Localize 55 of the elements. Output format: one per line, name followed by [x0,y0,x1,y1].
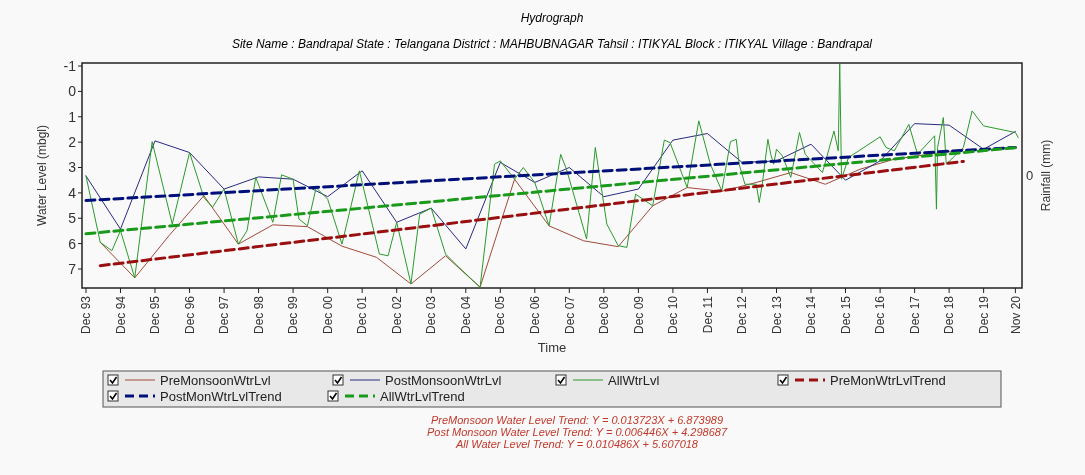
x-axis-title: Time [537,340,567,355]
x-tick-label: Dec 10 [666,295,681,335]
text: All Water Level Trend: Y = 0.010486X + 5.607018 [455,438,699,450]
legend-label: PostMonWtrLvlTrend [160,388,282,404]
chart-subtitle: Site Name : Bandrapal State : Telangana District : MAHBUBNAGAR Tahsil : ITIKYAL Block : ITIKYAL Village : Bandrapal [231,37,873,51]
x-tick-label: Dec 97 [217,295,232,335]
x-tick-label: Dec 19 [976,295,991,335]
y-axis-title: Water Level (mbgl) [35,125,49,226]
x-tick-label: Dec 98 [251,295,266,335]
y-tick-label: 1 [68,108,77,125]
x-tick-label: Dec 01 [355,295,370,335]
x-tick-label: Dec 96 [182,295,197,335]
x-tick-label: Dec 18 [942,295,957,335]
y-tick-label: -1 [63,57,77,74]
x-tick-label: Dec 09 [631,295,646,335]
x-tick-label: Dec 14 [804,295,819,335]
y-tick-label: 2 [68,134,77,151]
line-series [85,123,1016,250]
x-tick-label: Dec 04 [458,295,473,335]
text: 0 [1026,168,1034,184]
x-tick-label: Nov 20 [1008,295,1023,335]
y-tick-label: 4 [68,184,77,201]
x-tick-label: Dec 94 [113,295,128,335]
y-tick-label: 7 [68,260,77,277]
x-tick-label: Dec 03 [424,295,439,335]
line-series [85,63,1019,288]
x-tick-label: Dec 07 [562,295,577,335]
text: Post Monsoon Water Level Trend: Y = 0.006446X + 4.298687 [426,426,728,438]
y-tick-label: 3 [68,159,77,176]
x-tick-label: Dec 95 [148,295,163,335]
line-series [99,148,964,288]
x-tick-label: Dec 02 [389,295,404,335]
x-tick-label: Dec 08 [597,295,612,335]
legend-label: PreMonsoonWtrLvl [160,372,271,388]
y-tick-label: 6 [68,235,77,252]
chart-title: Hydrograph [520,11,584,25]
x-tick-label: Dec 05 [493,295,508,335]
x-tick-label: Dec 17 [907,295,922,335]
x-tick-label: Dec 16 [873,295,888,335]
x-tick-label: Dec 00 [320,295,335,335]
text: PreMonsoon Water Level Trend: Y = 0.013723X + 6.873989 [430,414,724,426]
x-tick-label: Dec 06 [528,295,542,335]
x-tick-label: Dec 93 [79,295,94,335]
x-tick-label: Dec 99 [286,295,301,335]
y-tick-label: 0 [68,83,77,100]
legend-label: AllWtrLvl [608,372,660,388]
legend-label: PostMonsoonWtrLvl [385,372,502,388]
y-tick-label: 5 [68,210,77,227]
legend-label: AllWtrLvlTrend [380,388,465,404]
x-tick-label: Dec 12 [735,295,750,335]
legend-label: PreMonWtrLvlTrend [830,372,946,388]
y2-axis-title: Rainfall (mm) [1039,139,1053,212]
x-tick-label: Dec 15 [838,295,853,335]
x-tick-label: Dec 11 [700,295,715,334]
x-tick-label: Dec 13 [769,295,784,335]
